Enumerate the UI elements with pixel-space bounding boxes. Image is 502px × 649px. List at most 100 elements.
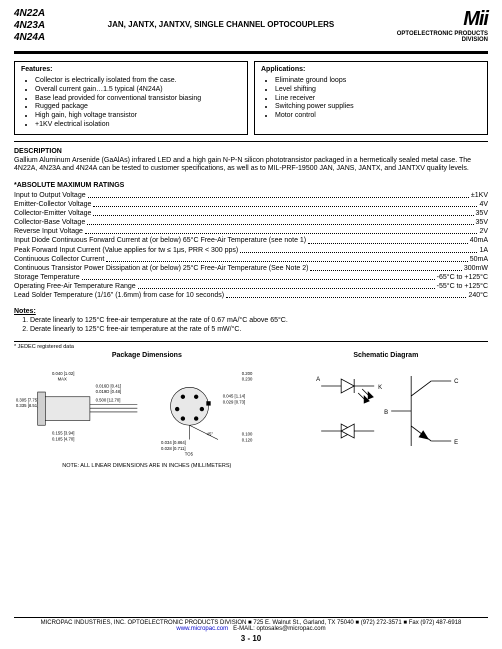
info-boxes: Features: Collector is electrically isol… <box>0 57 502 139</box>
dim-17: 0.100 <box>242 431 253 436</box>
rating-label: Operating Free-Air Temperature Range <box>14 282 136 291</box>
rating-dots <box>85 227 478 234</box>
rating-row-1: Emitter-Collector Voltage4V <box>14 200 488 209</box>
rating-value: 2V <box>479 227 488 236</box>
rating-label: Reverse Input Voltage <box>14 227 83 236</box>
dim-9: 0.034 [0.864] <box>161 440 186 445</box>
rating-row-3: Collector-Base Voltage 35V <box>14 218 488 227</box>
rating-row-9: Storage Temperature -65°C to +125°C <box>14 273 488 282</box>
description-heading: DESCRIPTION <box>14 148 488 155</box>
part-0: 4N22A <box>14 8 45 20</box>
rating-label: Emitter-Collector Voltage <box>14 200 91 209</box>
feature-item-4: High gain, high voltage transistor <box>35 112 241 121</box>
footer-url[interactable]: www.micropac.com <box>176 626 228 632</box>
part-1: 4N23A <box>14 20 45 32</box>
dim-1: MAX <box>58 376 67 381</box>
dim-2: 0.305 [7.75] <box>16 397 38 402</box>
footer-line1: MICROPAC INDUSTRIES, INC. OPTOELECTRONIC… <box>14 617 488 626</box>
rating-value: ±1KV <box>471 191 488 200</box>
rating-label: Collector-Base Voltage <box>14 218 85 227</box>
dim-6: 0.500 [12.70] <box>96 397 121 402</box>
email-label: E-MAIL: <box>233 626 255 632</box>
rating-label: Peak Forward Input Current (Value applie… <box>14 246 238 255</box>
pkg-title: Package Dimensions <box>112 352 182 359</box>
schematic-drawing: A K C B E <box>284 361 488 461</box>
notes-section: Notes: Derate linearly to 125°C free-air… <box>0 304 502 339</box>
diagram-note: NOTE: ALL LINEAR DIMENSIONS ARE IN INCHE… <box>62 463 231 469</box>
rating-dots <box>240 246 477 253</box>
applications-list: Eliminate ground loopsLevel shiftingLine… <box>261 77 481 121</box>
rating-dots <box>308 236 468 243</box>
logo-sub2: DIVISION <box>397 37 488 43</box>
dim-12: 45° <box>207 431 214 436</box>
rating-row-8: Continuous Transistor Power Dissipation … <box>14 264 488 273</box>
dim-18: 0.120 <box>242 437 253 442</box>
dim-10: 0.028 [0.711] <box>161 446 186 451</box>
header: 4N22A 4N23A 4N24A JAN, JANTX, JANTXV, SI… <box>0 0 502 48</box>
rating-label: Input Diode Continuous Forward Current a… <box>14 236 306 245</box>
rating-row-5: Input Diode Continuous Forward Current a… <box>14 236 488 245</box>
rating-row-6: Peak Forward Input Current (Value applie… <box>14 246 488 255</box>
rating-dots <box>106 255 467 262</box>
package-drawing: 0.040 [1.02] MAX 0.305 [7.75] 0.335 [8.5… <box>14 361 280 461</box>
dim-11: TO5 <box>185 451 194 456</box>
feature-item-0: Collector is electrically isolated from … <box>35 77 241 86</box>
dim-13: 0.045 [1.14] <box>223 393 245 398</box>
features-box: Features: Collector is electrically isol… <box>14 61 248 135</box>
application-item-2: Line receiver <box>275 95 481 104</box>
rating-value: -55°C to +125°C <box>437 282 488 291</box>
divider-1 <box>14 141 488 142</box>
rating-value: 40mA <box>470 236 488 245</box>
rating-dots <box>88 191 469 198</box>
rating-row-10: Operating Free-Air Temperature Range -55°… <box>14 282 488 291</box>
note-item-1: Derate linearly to 125°C free-air temper… <box>30 326 488 335</box>
dim-5: 0.019D [0.48] <box>96 389 122 394</box>
rating-dots <box>93 209 473 216</box>
application-item-4: Motor control <box>275 112 481 121</box>
description-section: DESCRIPTION Gallium Aluminum Arsenide (G… <box>0 144 502 179</box>
ratings-section: *ABSOLUTE MAXIMUM RATINGS Input to Outpu… <box>0 178 502 304</box>
rating-dots <box>93 200 477 207</box>
pin-e: E <box>454 440 458 446</box>
dim-4: 0.016D [0.41] <box>96 383 122 388</box>
part-numbers: 4N22A 4N23A 4N24A <box>14 8 45 44</box>
footer-line2: www.micropac.com E-MAIL: optosales@micro… <box>14 626 488 632</box>
dim-15: 0.200 <box>242 371 253 376</box>
rating-value: 35V <box>476 209 488 218</box>
rating-value: 300mW <box>464 264 488 273</box>
ratings-heading: *ABSOLUTE MAXIMUM RATINGS <box>14 182 488 189</box>
rating-label: Storage Temperature <box>14 273 80 282</box>
pin-a: A <box>316 377 320 383</box>
dim-7: 0.155 [3.94] <box>52 430 74 435</box>
schematic-col: Schematic Diagram <box>284 352 488 469</box>
rating-row-7: Continuous Collector Current50mA <box>14 255 488 264</box>
dim-14: 0.029 [0.73] <box>223 399 245 404</box>
pin-c: C <box>454 379 459 385</box>
feature-item-3: Rugged package <box>35 103 241 112</box>
divider-top <box>14 51 488 54</box>
rating-dots <box>226 291 466 298</box>
rating-row-4: Reverse Input Voltage 2V <box>14 227 488 236</box>
rating-label: Lead Solder Temperature (1/16" (1.6mm) f… <box>14 291 224 300</box>
application-item-0: Eliminate ground loops <box>275 77 481 86</box>
page-number: 3 - 10 <box>14 634 488 643</box>
rating-row-0: Input to Output Voltage±1KV <box>14 191 488 200</box>
description-text: Gallium Aluminum Arsenide (GaAlAs) infra… <box>14 157 488 175</box>
rating-value: 35V <box>476 218 488 227</box>
footer: MICROPAC INDUSTRIES, INC. OPTOELECTRONIC… <box>14 617 488 643</box>
rating-value: 1A <box>479 246 488 255</box>
dim-3: 0.335 [8.51] <box>16 403 38 408</box>
rating-value: -65°C to +125°C <box>437 273 488 282</box>
applications-title: Applications: <box>261 66 481 73</box>
rating-label: Collector-Emitter Voltage <box>14 209 91 218</box>
logo-area: Mii OPTOELECTRONIC PRODUCTS DIVISION <box>397 8 488 44</box>
application-item-3: Switching power supplies <box>275 103 481 112</box>
rating-label: Continuous Collector Current <box>14 255 104 264</box>
rating-dots <box>87 218 473 225</box>
logo-text: Mii <box>397 8 488 31</box>
pin-k: K <box>378 385 382 391</box>
rating-dots <box>82 273 435 280</box>
note-item-0: Derate linearly to 125°C free-air temper… <box>30 317 488 326</box>
footer-email: optosales@micropac.com <box>256 626 325 632</box>
application-item-1: Level shifting <box>275 86 481 95</box>
